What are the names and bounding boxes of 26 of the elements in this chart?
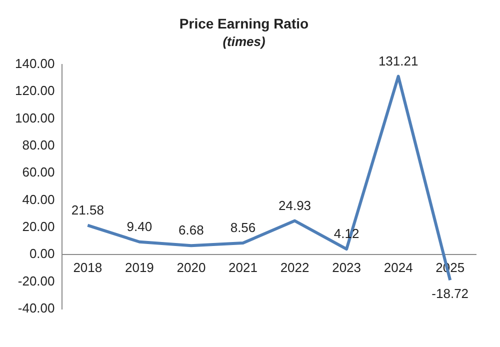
y-tick-label: 80.00	[22, 138, 55, 153]
y-tick-label: 140.00	[14, 56, 55, 71]
x-tick-label: 2022	[280, 260, 310, 276]
y-tick-label: 100.00	[14, 110, 55, 126]
data-label: 6.68	[178, 222, 204, 238]
y-tick-label: -20.00	[18, 273, 55, 288]
y-tick-label: 120.00	[14, 83, 55, 98]
data-label: 8.56	[230, 220, 256, 236]
chart-subtitle: (times)	[222, 34, 266, 50]
data-label: -18.72	[432, 286, 469, 302]
y-tick-label: -40.00	[18, 300, 55, 316]
x-tick-label: 2024	[384, 260, 413, 276]
y-tick-label: 20.00	[22, 219, 55, 234]
chart-title: Price Earning Ratio	[179, 15, 309, 32]
y-tick-label: 60.00	[22, 164, 55, 180]
x-tick-label: 2020	[176, 260, 206, 276]
y-tick-label: 40.00	[22, 192, 55, 207]
x-tick-label: 2018	[73, 260, 102, 276]
data-label: 9.40	[126, 218, 152, 234]
data-label: 21.58	[71, 202, 104, 218]
y-tick-label: 0.00	[29, 246, 55, 262]
data-label: 24.93	[278, 198, 312, 213]
x-tick-label: 2023	[332, 260, 362, 276]
data-label: 131.21	[378, 53, 418, 68]
x-tick-label: 2021	[228, 260, 258, 276]
x-tick-label: 2019	[124, 260, 154, 276]
